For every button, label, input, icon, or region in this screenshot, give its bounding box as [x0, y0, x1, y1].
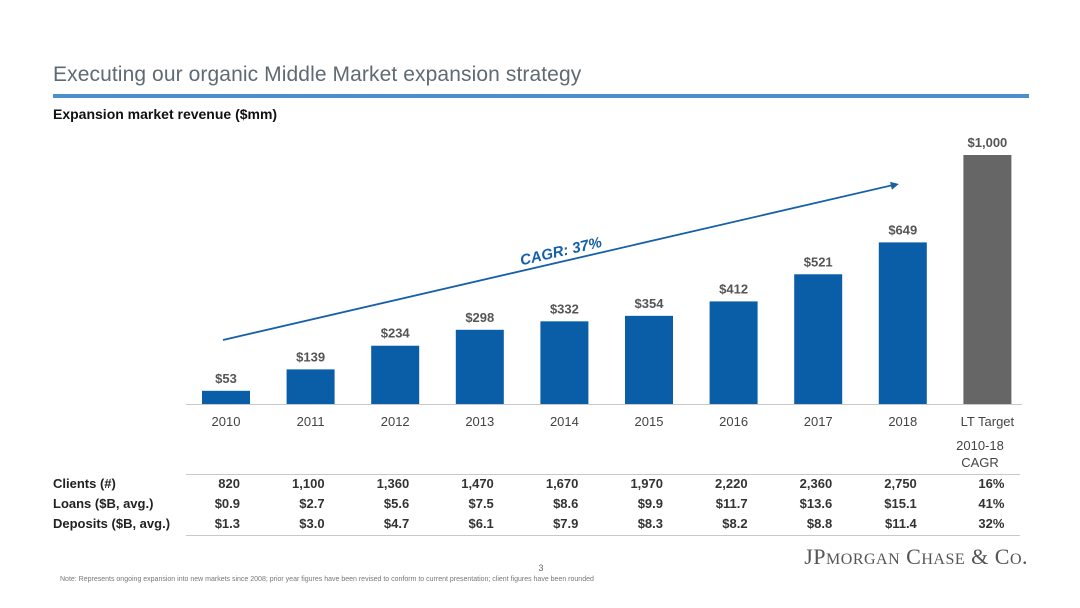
row-label: Loans ($B, avg.) [53, 496, 154, 511]
table-cell: $8.3 [637, 516, 663, 531]
cagr-header-line-1: 2010-18 [956, 438, 1004, 453]
bar-2010 [202, 390, 250, 404]
table-cell: $13.6 [799, 496, 833, 511]
table-cell: $0.9 [214, 496, 240, 511]
cagr-arrowhead-icon [890, 181, 899, 190]
x-tick-label: 2018 [888, 414, 917, 429]
page-title: Executing our organic Middle Market expa… [53, 63, 582, 86]
table-cell: 1,360 [376, 476, 410, 491]
cagr-trend-arrow [222, 184, 894, 341]
table-cell: $6.1 [468, 516, 494, 531]
x-tick-label: 2013 [465, 414, 494, 429]
table-cell: $9.9 [637, 496, 663, 511]
bar-value-label: $521 [804, 254, 833, 269]
table-row: Loans ($B, avg.) $0.9 $2.7 $5.6 $7.5 $8.6 $9.9… [0, 496, 1080, 516]
table-cagr-cell: 16% [978, 476, 1005, 491]
row-label: Deposits ($B, avg.) [53, 516, 171, 531]
table-cell: $2.7 [299, 496, 325, 511]
table-cagr-cell: 41% [978, 496, 1005, 511]
bar-2014 [540, 321, 589, 404]
chart-subtitle: Expansion market revenue ($mm) [53, 106, 278, 122]
table-cell: 1,970 [630, 476, 663, 491]
bar-lt-target [963, 155, 1012, 404]
bar-2011 [286, 369, 335, 404]
cagr-header-line-2: CAGR [961, 455, 999, 470]
bar-2018 [878, 242, 927, 404]
bar-value-label: $298 [465, 310, 494, 325]
bar-2012 [371, 345, 420, 404]
table-cell: $1.3 [214, 516, 240, 531]
table-cagr-cell: 32% [978, 516, 1005, 531]
table-cell: 1,670 [545, 476, 579, 491]
table-cell: 820 [218, 476, 240, 491]
table-cell: 2,360 [799, 476, 833, 491]
table-cell: $8.2 [722, 516, 748, 531]
table-cell: $11.4 [884, 516, 917, 531]
page-number: 3 [538, 563, 544, 573]
table-cell: 1,470 [461, 476, 494, 491]
table-top-rule [186, 474, 1020, 475]
table-cell: $8.8 [806, 516, 833, 531]
table-cell: $8.6 [553, 496, 579, 511]
x-tick-label: 2014 [550, 414, 579, 429]
row-label: Clients (#) [53, 476, 116, 491]
table-cell: $3.0 [299, 516, 325, 531]
table-row: Clients (#) 820 1,100 1,360 1,470 1,670 1,970 2… [0, 476, 1080, 496]
bar-2013 [455, 329, 504, 404]
x-tick-label: 2011 [297, 414, 325, 429]
table-cell: $11.7 [715, 496, 748, 511]
bar-value-label: $354 [635, 296, 665, 311]
x-tick-label: 2010 [212, 414, 241, 429]
table-cell: 1,100 [292, 476, 325, 491]
table-cell: $15.1 [884, 496, 917, 511]
footnote: Note: Represents ongoing expansion into … [60, 576, 594, 583]
bar-value-label: $649 [888, 222, 917, 237]
x-tick-label: LT Target [961, 414, 1015, 429]
bar-2016 [709, 301, 758, 404]
x-tick-label: 2016 [719, 414, 748, 429]
table-cell: $5.6 [383, 496, 410, 511]
bar-value-label: $412 [719, 281, 748, 296]
bar-value-label: $53 [215, 371, 237, 386]
company-logo: JPMORGAN CHASE & CO. [804, 544, 1028, 569]
table-cell: 2,750 [884, 476, 917, 491]
table-bottom-rule [186, 535, 1020, 536]
bar-value-label: $1,000 [968, 135, 1008, 150]
x-tick-label: 2015 [635, 414, 664, 429]
table-cell: $7.5 [468, 496, 494, 511]
bar-2015 [625, 315, 673, 404]
cagr-column-header: 2010-18 CAGR [940, 437, 1020, 471]
table-cell: $4.7 [383, 516, 410, 531]
bar-value-label: $332 [550, 301, 579, 316]
revenue-bar-chart: $53 2010 $139 2011 $234 2012 $298 2013 $332 2014 $… [186, 135, 1022, 429]
table-row: Deposits ($B, avg.) $1.3 $3.0 $4.7 $6.1 $7.9 $… [0, 516, 1080, 536]
x-tick-label: 2017 [804, 414, 833, 429]
bar-2017 [794, 274, 843, 404]
bar-value-label: $139 [296, 349, 325, 364]
title-divider [53, 94, 1029, 98]
table-cell: 2,220 [715, 476, 748, 491]
table-cell: $7.9 [553, 516, 579, 531]
bar-value-label: $234 [381, 326, 411, 341]
cagr-annotation: CAGR: 37% [518, 234, 603, 269]
x-tick-label: 2012 [381, 414, 410, 429]
